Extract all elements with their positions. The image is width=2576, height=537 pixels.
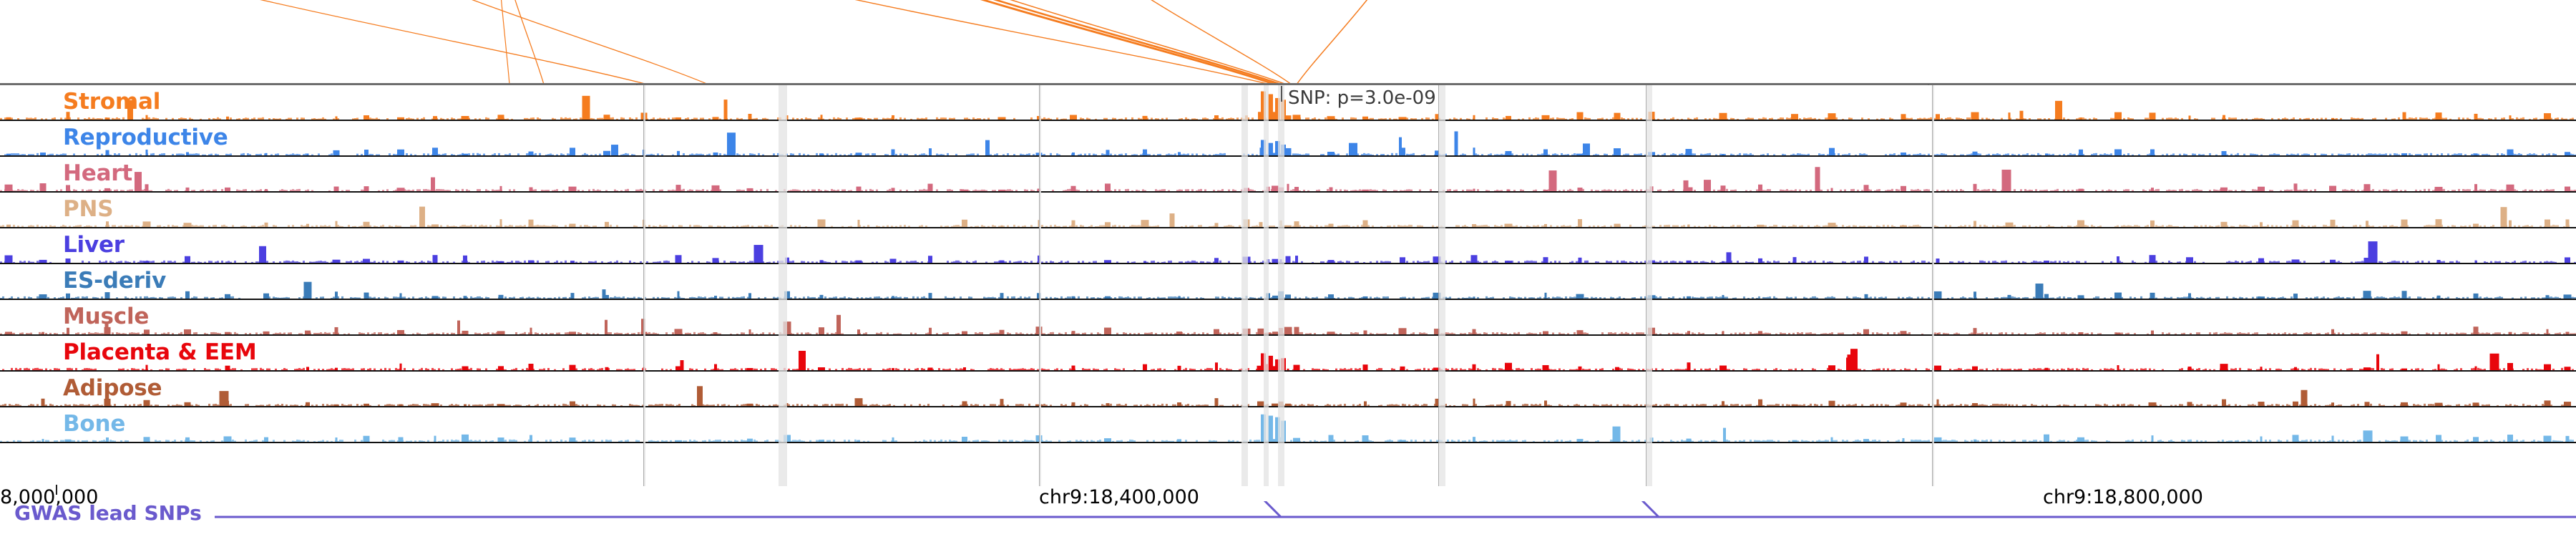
loop-arc (514, 0, 545, 84)
track-label-pns: PNS (63, 195, 114, 222)
track-row[interactable]: Heart (0, 157, 2576, 193)
track-signal (0, 281, 2576, 299)
gwas-svg (215, 501, 2576, 518)
track-stack: Stromal Reproductive Heart PNS Liver ES-deriv… (0, 85, 2576, 486)
track-signal (0, 386, 2571, 406)
snp-annotation-label: SNP: p=3.0e-09 (1288, 87, 1436, 109)
track-label-bone: Bone (63, 410, 126, 437)
track-row[interactable]: Stromal (0, 85, 2576, 121)
track-signal (0, 206, 2570, 227)
guide-line (1438, 85, 1439, 486)
ruler-line (0, 83, 2576, 85)
ruler (0, 83, 2576, 85)
track-row[interactable]: PNS (0, 193, 2576, 228)
gwas-lead-snp-connector[interactable] (1263, 501, 1282, 518)
guide-line (1039, 85, 1040, 486)
coordinate-label: 8,000,000 (0, 486, 99, 508)
gwas-lead-snps-label: GWAS lead SNPs (14, 501, 202, 525)
track-row[interactable]: Reproductive (0, 121, 2576, 157)
track-row[interactable]: ES-deriv (0, 264, 2576, 300)
track-signal (0, 91, 2574, 120)
gwas-lead-snps-track: GWAS lead SNPs (0, 501, 2576, 537)
loop-arc (854, 0, 1271, 84)
track-signal (0, 167, 2576, 191)
guide-line (643, 85, 644, 486)
track-label-placenta-eem: Placenta & EEM (63, 339, 257, 365)
coordinate-label: chr9:18,400,000 (1039, 486, 1199, 508)
track-label-heart: Heart (63, 160, 132, 186)
gwas-lead-snp-connector[interactable] (1641, 501, 1660, 518)
loop-arc (1010, 0, 1287, 84)
track-label-liver: Liver (63, 231, 125, 258)
coordinate-tick (56, 485, 57, 495)
track-row[interactable]: Muscle (0, 300, 2576, 336)
track-signal (0, 414, 2574, 442)
arc-svg (260, 0, 1368, 84)
coordinate-axis: 8,000,000 chr9:18,400,000 chr9:18,800,000 (0, 485, 2576, 515)
track-label-es-deriv: ES-deriv (63, 267, 167, 294)
track-signal (0, 241, 2576, 263)
track-row[interactable]: Liver (0, 228, 2576, 264)
chromatin-loop-arcs (0, 0, 2576, 84)
loop-arc (1151, 0, 1292, 84)
track-label-stromal: Stromal (63, 88, 161, 115)
track-label-adipose: Adipose (63, 374, 162, 401)
loop-arc (260, 0, 648, 84)
loop-arc (1296, 0, 1368, 84)
track-row[interactable]: Placenta & EEM (0, 336, 2576, 372)
loop-arc (472, 0, 709, 84)
track-signal (0, 314, 2576, 334)
track-label-reproductive: Reproductive (63, 124, 228, 150)
track-row[interactable]: Bone (0, 407, 2576, 443)
track-label-muscle: Muscle (63, 303, 150, 329)
track-signal (2, 349, 2574, 370)
loop-arc (992, 0, 1282, 84)
coordinate-label: chr9:18,800,000 (2043, 486, 2203, 508)
loop-arc (980, 0, 1276, 84)
track-signal (4, 131, 2576, 155)
loop-arc (500, 0, 510, 84)
guide-line (1932, 85, 1933, 486)
track-row[interactable]: Adipose (0, 372, 2576, 407)
snp-marker (1281, 86, 1282, 102)
